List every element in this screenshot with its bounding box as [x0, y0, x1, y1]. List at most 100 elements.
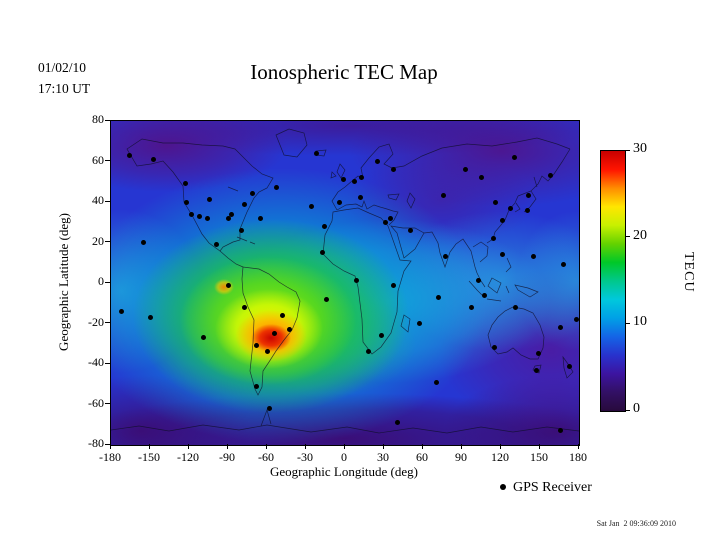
- colorbar-tick-label: 30: [633, 141, 647, 156]
- gps-receiver-dot: [511, 154, 517, 160]
- gps-receiver-dot: [242, 304, 248, 310]
- x-tick-mark: [382, 444, 384, 449]
- y-tick-mark: [105, 362, 110, 364]
- x-tick-mark: [538, 444, 540, 449]
- y-tick-label: -20: [88, 314, 104, 329]
- gps-receiver-dot: [375, 159, 380, 164]
- gps-receiver-dot: [204, 215, 210, 221]
- gps-receiver-dot: [547, 173, 553, 179]
- gps-receiver-dot: [378, 333, 384, 339]
- gps-receiver-dot: [407, 227, 413, 233]
- coastline-british-isles: [330, 163, 346, 179]
- y-tick-label: 0: [98, 274, 104, 288]
- gps-receiver-dot: [499, 217, 505, 223]
- y-tick-mark: [105, 322, 110, 323]
- x-tick-label: -30: [297, 450, 313, 464]
- gps-receiver-dot: [213, 242, 219, 248]
- gps-receiver-dot: [341, 177, 347, 183]
- gps-receiver-dot: [225, 282, 231, 288]
- x-tick-label: -120: [177, 450, 199, 464]
- coastline-africa: [322, 207, 412, 355]
- gps-receiver-dot: [258, 215, 263, 221]
- gps-receiver-dot: [492, 345, 497, 351]
- gps-receiver-dot: [536, 351, 542, 357]
- gps-receiver-dot: [512, 304, 518, 310]
- colorbar-tick-mark: [626, 409, 630, 411]
- gps-receiver-dot: [490, 235, 496, 241]
- gps-receiver-dot: [308, 203, 314, 209]
- gps-receiver-dot: [183, 199, 189, 205]
- gps-receiver-dot: [147, 314, 153, 320]
- x-tick-mark: [460, 444, 462, 449]
- y-tick-label: -60: [88, 395, 104, 410]
- gps-receiver-dot: [567, 363, 573, 369]
- gps-receiver-dot: [280, 312, 286, 318]
- x-tick-mark: [187, 444, 189, 449]
- gps-receiver-dot: [382, 219, 388, 225]
- colorbar-tick-mark: [626, 236, 630, 238]
- x-tick-mark: [304, 444, 306, 449]
- page-title: Ionospheric TEC Map: [250, 60, 438, 84]
- y-tick-label: -80: [88, 436, 104, 450]
- gps-receiver-dot: [531, 254, 536, 260]
- gps-receiver-dot: [200, 335, 206, 341]
- coastline-arabia: [390, 225, 425, 259]
- gps-receiver-dot: [196, 213, 202, 219]
- gps-receiver-dot: [207, 197, 213, 203]
- gps-receiver-dot: [354, 278, 360, 284]
- gps-receiver-dot: [524, 207, 530, 213]
- coastlines-overlay: [111, 128, 579, 434]
- x-tick-mark: [109, 444, 111, 449]
- coastline-mediterranean: [336, 199, 399, 226]
- gps-receiver-dot: [225, 215, 231, 221]
- x-tick-label: 90: [455, 450, 467, 464]
- gps-receiver-dot: [320, 250, 326, 256]
- y-tick-mark: [105, 281, 110, 283]
- colorbar-tick-label: 0: [633, 401, 640, 416]
- gps-receiver-dot: [507, 205, 513, 211]
- gps-receiver-dot: [394, 420, 400, 426]
- coastline-east-russia: [517, 148, 571, 197]
- gps-receiver-dot: [273, 185, 279, 191]
- tec-map-plot: [110, 120, 580, 446]
- colorbar-tick-label: 10: [633, 314, 647, 330]
- gps-receiver-dot: [141, 240, 146, 245]
- gps-receiver-dot: [313, 150, 319, 156]
- gps-receiver-dot: [442, 254, 448, 260]
- y-tick-label: 60: [92, 152, 104, 167]
- gps-receiver-dot: [525, 193, 531, 199]
- gps-receiver-icon: [500, 483, 506, 490]
- gps-receiver-dot: [558, 428, 564, 434]
- gps-receiver-dot: [493, 199, 499, 205]
- y-tick-mark: [105, 160, 110, 161]
- gps-receiver-dot: [479, 175, 484, 181]
- x-tick-mark: [226, 444, 228, 449]
- gps-receiver-dot: [229, 211, 235, 217]
- y-tick-mark: [105, 403, 110, 404]
- x-tick-label: -60: [258, 450, 274, 464]
- observation-date: 01/02/10: [38, 60, 87, 75]
- coastline-caribbean: [236, 236, 256, 245]
- gps-receiver-dot: [286, 327, 292, 333]
- y-tick-mark: [105, 119, 110, 121]
- x-tick-label: 120: [491, 450, 509, 464]
- gps-receiver-dot: [254, 343, 260, 349]
- gps-receiver-dot: [436, 294, 442, 300]
- coastline-antarctica: [111, 408, 579, 434]
- y-tick-mark: [105, 241, 110, 242]
- observation-time: 17:10 UT: [38, 80, 91, 96]
- coastline-greenland: [275, 128, 308, 158]
- y-tick-label: 80: [92, 112, 104, 126]
- gps-receiver-dot: [337, 199, 343, 205]
- gps-legend: GPS Receiver: [500, 480, 592, 496]
- x-tick-mark: [343, 444, 345, 449]
- coastline-south-america: [241, 266, 301, 396]
- x-tick-label: -90: [219, 450, 235, 464]
- gps-receiver-dot: [560, 262, 566, 268]
- gps-receiver-dot: [267, 406, 273, 412]
- y-tick-mark: [105, 443, 110, 445]
- x-tick-label: 150: [530, 450, 548, 464]
- x-tick-mark: [577, 444, 579, 449]
- y-tick-label: -40: [88, 355, 104, 369]
